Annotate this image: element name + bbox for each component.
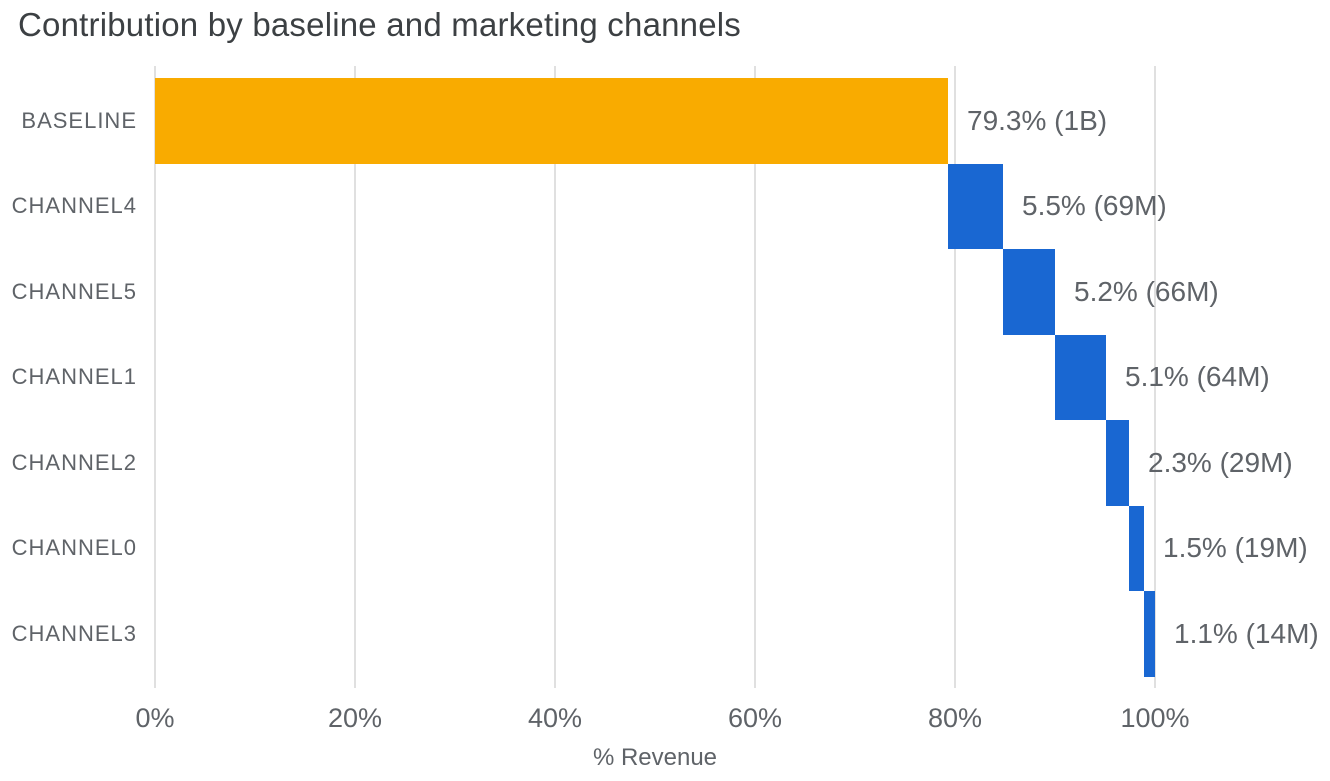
x-tick-label-100: 100% — [1120, 702, 1190, 733]
x-tick-label-20: 20% — [327, 702, 383, 733]
bar-channel4 — [948, 163, 1003, 249]
value-label-channel1: 5.1% (64M) — [1125, 361, 1270, 393]
gridline-80 — [954, 66, 956, 688]
category-label-channel4: CHANNEL4 — [11, 193, 137, 219]
bar-channel3 — [1144, 591, 1155, 677]
value-label-baseline: 79.3% (1B) — [967, 104, 1108, 136]
category-label-channel1: CHANNEL1 — [11, 364, 137, 390]
bar-baseline — [155, 78, 948, 164]
value-label-channel3: 1.1% (14M) — [1174, 617, 1319, 649]
bar-channel5 — [1003, 249, 1055, 335]
bar-channel2 — [1106, 420, 1129, 506]
gridline-60 — [754, 66, 756, 688]
x-tick-label-40: 40% — [527, 702, 583, 733]
gridline-0 — [154, 66, 156, 688]
category-label-channel0: CHANNEL0 — [11, 535, 137, 561]
category-label-channel3: CHANNEL3 — [11, 620, 137, 646]
category-label-channel5: CHANNEL5 — [11, 278, 137, 304]
x-tick-label-0: 0% — [135, 702, 175, 733]
gridline-40 — [554, 66, 556, 688]
chart-title: Contribution by baseline and marketing c… — [18, 6, 742, 43]
bar-channel1 — [1055, 334, 1106, 420]
x-tick-label-80: 80% — [927, 702, 983, 733]
category-label-baseline: BASELINE — [21, 107, 137, 133]
value-label-channel0: 1.5% (19M) — [1163, 532, 1308, 564]
value-label-channel5: 5.2% (66M) — [1074, 275, 1219, 307]
x-tick-label-60: 60% — [727, 702, 783, 733]
category-label-channel2: CHANNEL2 — [11, 449, 137, 475]
gridline-100 — [1154, 66, 1156, 688]
gridline-20 — [354, 66, 356, 688]
x-axis-title: % Revenue — [592, 744, 718, 771]
bar-channel0 — [1129, 505, 1144, 591]
value-label-channel2: 2.3% (29M) — [1148, 446, 1293, 478]
value-label-channel4: 5.5% (69M) — [1022, 190, 1167, 222]
